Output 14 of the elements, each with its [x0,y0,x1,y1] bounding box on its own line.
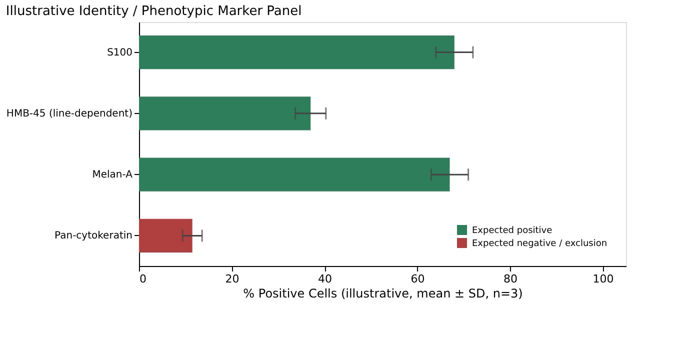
x-tick-label: 100 [592,272,614,286]
x-axis-title: % Positive Cells (illustrative, mean ± SD, n=3) [243,286,523,300]
x-tick-label: 40 [318,272,332,286]
x-tick-label: 20 [225,272,240,286]
y-tick-label: Pan-cytokeratin [54,230,132,242]
x-tick-label: 60 [410,272,425,286]
y-tick-label: S100 [107,47,132,58]
legend-label: Expected negative / exclusion [472,239,608,249]
chart-title: Illustrative Identity / Phenotypic Marker Panel [6,4,302,19]
y-tick-label: HMB-45 (line-dependent) [6,108,133,120]
y-tick-label: Melan-A [92,170,133,181]
x-tick-label: 80 [504,272,518,286]
legend-label: Expected positive [472,226,553,236]
x-tick-label: 0 [140,272,146,286]
